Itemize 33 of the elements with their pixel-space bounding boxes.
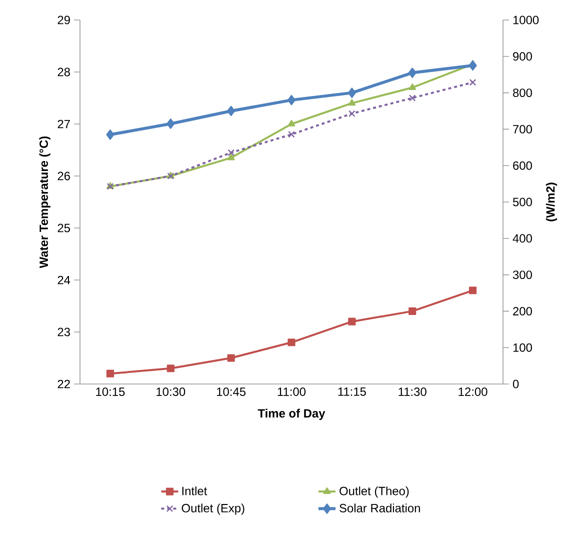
y2-tick-label: 700	[513, 124, 532, 134]
y-tick-label: 22	[58, 380, 70, 388]
y-tick-label: 29	[58, 16, 70, 24]
y2-tick-label: 400	[512, 234, 532, 243]
y2-axis-title: (W/m2)	[546, 182, 558, 222]
x-tick-label: 10:45	[217, 388, 246, 396]
x-tick-label: 10:30	[156, 388, 186, 396]
x-tick-label: 11:00	[278, 388, 306, 396]
y-tick-label: 28	[58, 68, 70, 76]
legend-label: Outlet (Theo)	[340, 486, 409, 498]
legend-label: Intlet	[182, 486, 208, 496]
y-tick-label: 27	[58, 120, 70, 128]
y-axis-title: Water Temperature (°C)	[39, 136, 50, 268]
y2-tick-label: 500	[512, 198, 532, 206]
legend-label: Outlet (Exp)	[182, 504, 244, 515]
y2-tick-label: 600	[513, 161, 532, 170]
x-tick-label: 12:00	[458, 388, 488, 396]
y2-tick-label: 100	[513, 343, 532, 352]
y2-tick-label: 900	[513, 52, 532, 61]
x-axis-title: Time of Day	[258, 408, 326, 420]
x-tick-label: 10:15	[96, 388, 125, 396]
y-tick-label: 25	[58, 224, 70, 232]
y-tick-label: 24	[58, 276, 70, 284]
y-tick-label: 23	[58, 328, 70, 336]
y2-tick-label: 300	[512, 270, 532, 280]
y2-tick-label: 1000	[513, 16, 539, 24]
y2-tick-label: 800	[513, 88, 532, 98]
legend-label: Solar Radiation	[340, 504, 420, 512]
x-tick-label: 11:30	[398, 388, 426, 396]
y2-tick-label: 200	[513, 306, 532, 316]
y2-tick-label: 0	[512, 380, 519, 388]
x-tick-label: 11:15	[338, 388, 366, 396]
y-tick-label: 26	[58, 172, 70, 180]
